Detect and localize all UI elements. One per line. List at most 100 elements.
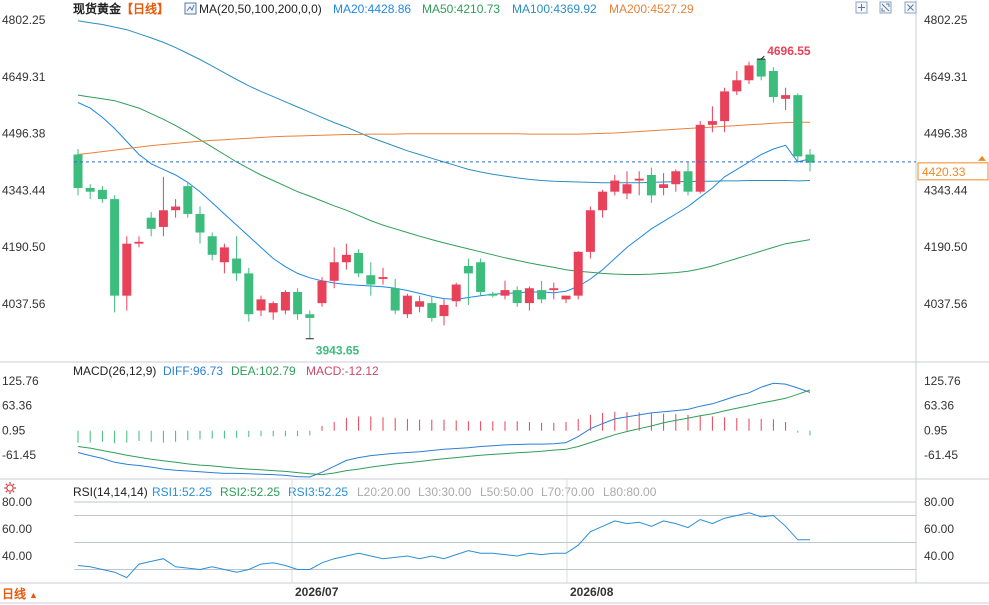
candle-body bbox=[549, 288, 559, 291]
candle-body bbox=[646, 174, 656, 196]
macd-axis-label-left: 63.36 bbox=[2, 399, 32, 413]
macd-params-label: MACD(26,12,9) bbox=[73, 364, 156, 378]
candle-body bbox=[524, 288, 534, 304]
candle-body bbox=[707, 121, 717, 125]
rsi-params-label: RSI(14,14,14) bbox=[73, 485, 148, 499]
ma200-line bbox=[77, 121, 810, 155]
candle-body bbox=[744, 65, 754, 81]
ma-settings-icon[interactable] bbox=[184, 2, 197, 15]
candle-body bbox=[793, 95, 803, 157]
l50-value: L50:50.00 bbox=[480, 485, 534, 499]
candle-body bbox=[500, 290, 510, 296]
candle-body bbox=[720, 91, 730, 122]
l70-value: L70:70.00 bbox=[541, 485, 595, 499]
close-icon[interactable] bbox=[904, 1, 917, 14]
candle-body bbox=[183, 186, 193, 214]
candle-body bbox=[610, 180, 620, 192]
rsi2-value: RSI2:52.25 bbox=[220, 485, 280, 499]
candle-body bbox=[488, 293, 498, 296]
rsi-axis-label-left: 60.00 bbox=[2, 522, 32, 536]
axes-layer: 4802.25 4802.25 4649.31 4649.31 4496.38 4496.… bbox=[2, 13, 968, 599]
candle-body bbox=[244, 273, 254, 315]
add-panel-icon[interactable] bbox=[855, 1, 868, 14]
x-axis-date-label: 2026/07 bbox=[295, 585, 339, 599]
zoom-in-icon[interactable] bbox=[879, 1, 892, 14]
price-axis-label-left: 4496.38 bbox=[2, 127, 46, 141]
timeframe-button[interactable]: 日线 ▲ bbox=[2, 585, 38, 603]
price-axis-label-right: 4649.31 bbox=[924, 70, 968, 84]
candle-body bbox=[97, 189, 107, 200]
candle-body bbox=[768, 70, 778, 97]
candle-body bbox=[305, 314, 315, 318]
price-axis-label-left: 4802.25 bbox=[2, 13, 46, 27]
rsi-axis-label-right: 60.00 bbox=[924, 522, 954, 536]
ma50-line bbox=[77, 94, 811, 275]
candle-body bbox=[171, 206, 181, 211]
ma100-value: MA100:4369.92 bbox=[512, 2, 597, 16]
candle-body bbox=[634, 178, 644, 181]
candle-body bbox=[659, 184, 669, 188]
candle-body bbox=[341, 254, 351, 263]
candle-body bbox=[122, 243, 132, 296]
macd-diff-value: DIFF:96.73 bbox=[163, 364, 223, 378]
macd-axis-label-right: 125.76 bbox=[924, 374, 961, 388]
candle-body bbox=[268, 303, 278, 313]
high-price-label: 4696.55 bbox=[767, 44, 811, 58]
macd-dea-line bbox=[77, 389, 811, 476]
ma-params-label: MA(20,50,100,200,0,0) bbox=[199, 2, 322, 16]
candle-body bbox=[280, 291, 290, 311]
candle-body bbox=[585, 210, 595, 252]
candle-body bbox=[476, 262, 486, 292]
candle-body bbox=[207, 236, 217, 255]
candle-body bbox=[329, 262, 339, 281]
rsi-axis-label-left: 40.00 bbox=[2, 549, 32, 563]
macd-axis-label-right: 63.36 bbox=[924, 399, 954, 413]
x-axis-date-label: 2026/08 bbox=[570, 585, 614, 599]
rsi-axis-label-right: 40.00 bbox=[924, 549, 954, 563]
label-layer: 4420.33 4696.55 3943.65 bbox=[305, 44, 989, 358]
symbol-title: 现货黄金 bbox=[73, 1, 122, 16]
candle-body bbox=[427, 303, 437, 318]
candle-body bbox=[805, 154, 815, 163]
candle-body bbox=[683, 171, 693, 192]
candle-body bbox=[695, 124, 705, 192]
candle-body bbox=[732, 80, 742, 92]
candle-body bbox=[561, 295, 571, 300]
current-price-box bbox=[917, 162, 989, 181]
l20-value: L20:20.00 bbox=[357, 485, 411, 499]
candle-body bbox=[402, 295, 412, 315]
price-axis-label-left: 4037.56 bbox=[2, 297, 46, 311]
macd-dea-value: DEA:102.79 bbox=[231, 364, 296, 378]
macd-axis-label-left: -61.45 bbox=[2, 448, 36, 462]
candle-body bbox=[598, 191, 608, 211]
price-marker-icon bbox=[978, 155, 986, 161]
candle-body bbox=[219, 247, 229, 263]
candle-body bbox=[110, 199, 120, 296]
low-price-label: 3943.65 bbox=[316, 344, 360, 358]
candle-body bbox=[756, 59, 766, 77]
macd-diff-line bbox=[77, 382, 811, 478]
price-axis-label-right: 4802.25 bbox=[924, 13, 968, 27]
rsi-axis-label-left: 80.00 bbox=[2, 495, 32, 509]
candle-body bbox=[354, 252, 364, 274]
rsi-line bbox=[77, 512, 810, 579]
candle-body bbox=[378, 277, 388, 279]
candle-body bbox=[195, 213, 205, 233]
candle-body bbox=[463, 265, 473, 274]
candle-body bbox=[134, 241, 144, 244]
macd-axis-label-right: -61.45 bbox=[924, 448, 958, 462]
candle-body bbox=[573, 251, 583, 296]
ma50-value: MA50:4210.73 bbox=[422, 2, 500, 16]
candle-body bbox=[73, 154, 83, 188]
l80-value: L80:80.00 bbox=[603, 485, 657, 499]
macd-pane bbox=[77, 382, 811, 478]
price-axis-label-right: 4496.38 bbox=[924, 127, 968, 141]
settings-gear-icon[interactable] bbox=[4, 482, 16, 494]
candle-body bbox=[390, 288, 400, 311]
candle-body bbox=[158, 210, 168, 227]
price-axis-label-right: 4037.56 bbox=[924, 297, 968, 311]
macd-axis-label-left: 0.95 bbox=[2, 423, 26, 437]
candle-body bbox=[366, 275, 376, 285]
l30-value: L30:30.00 bbox=[418, 485, 472, 499]
